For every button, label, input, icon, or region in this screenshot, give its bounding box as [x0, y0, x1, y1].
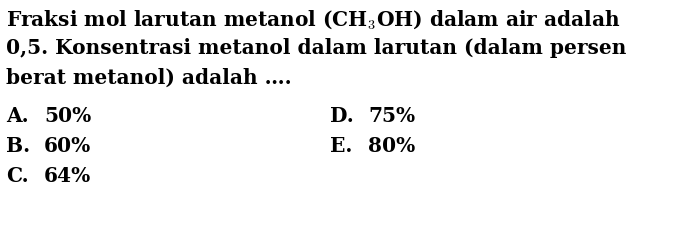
Text: 0,5. Konsentrasi metanol dalam larutan (dalam persen: 0,5. Konsentrasi metanol dalam larutan (…	[6, 38, 626, 58]
Text: Fraksi mol larutan metanol (CH$_3$OH) dalam air adalah: Fraksi mol larutan metanol (CH$_3$OH) da…	[6, 8, 621, 31]
Text: 50%: 50%	[44, 106, 91, 126]
Text: D.: D.	[330, 106, 354, 126]
Text: berat metanol) adalah ….: berat metanol) adalah ….	[6, 68, 292, 88]
Text: B.: B.	[6, 136, 30, 156]
Text: A.: A.	[6, 106, 29, 126]
Text: 64%: 64%	[44, 166, 91, 186]
Text: 75%: 75%	[368, 106, 415, 126]
Text: 80%: 80%	[368, 136, 415, 156]
Text: E.: E.	[330, 136, 352, 156]
Text: C.: C.	[6, 166, 29, 186]
Text: 60%: 60%	[44, 136, 91, 156]
